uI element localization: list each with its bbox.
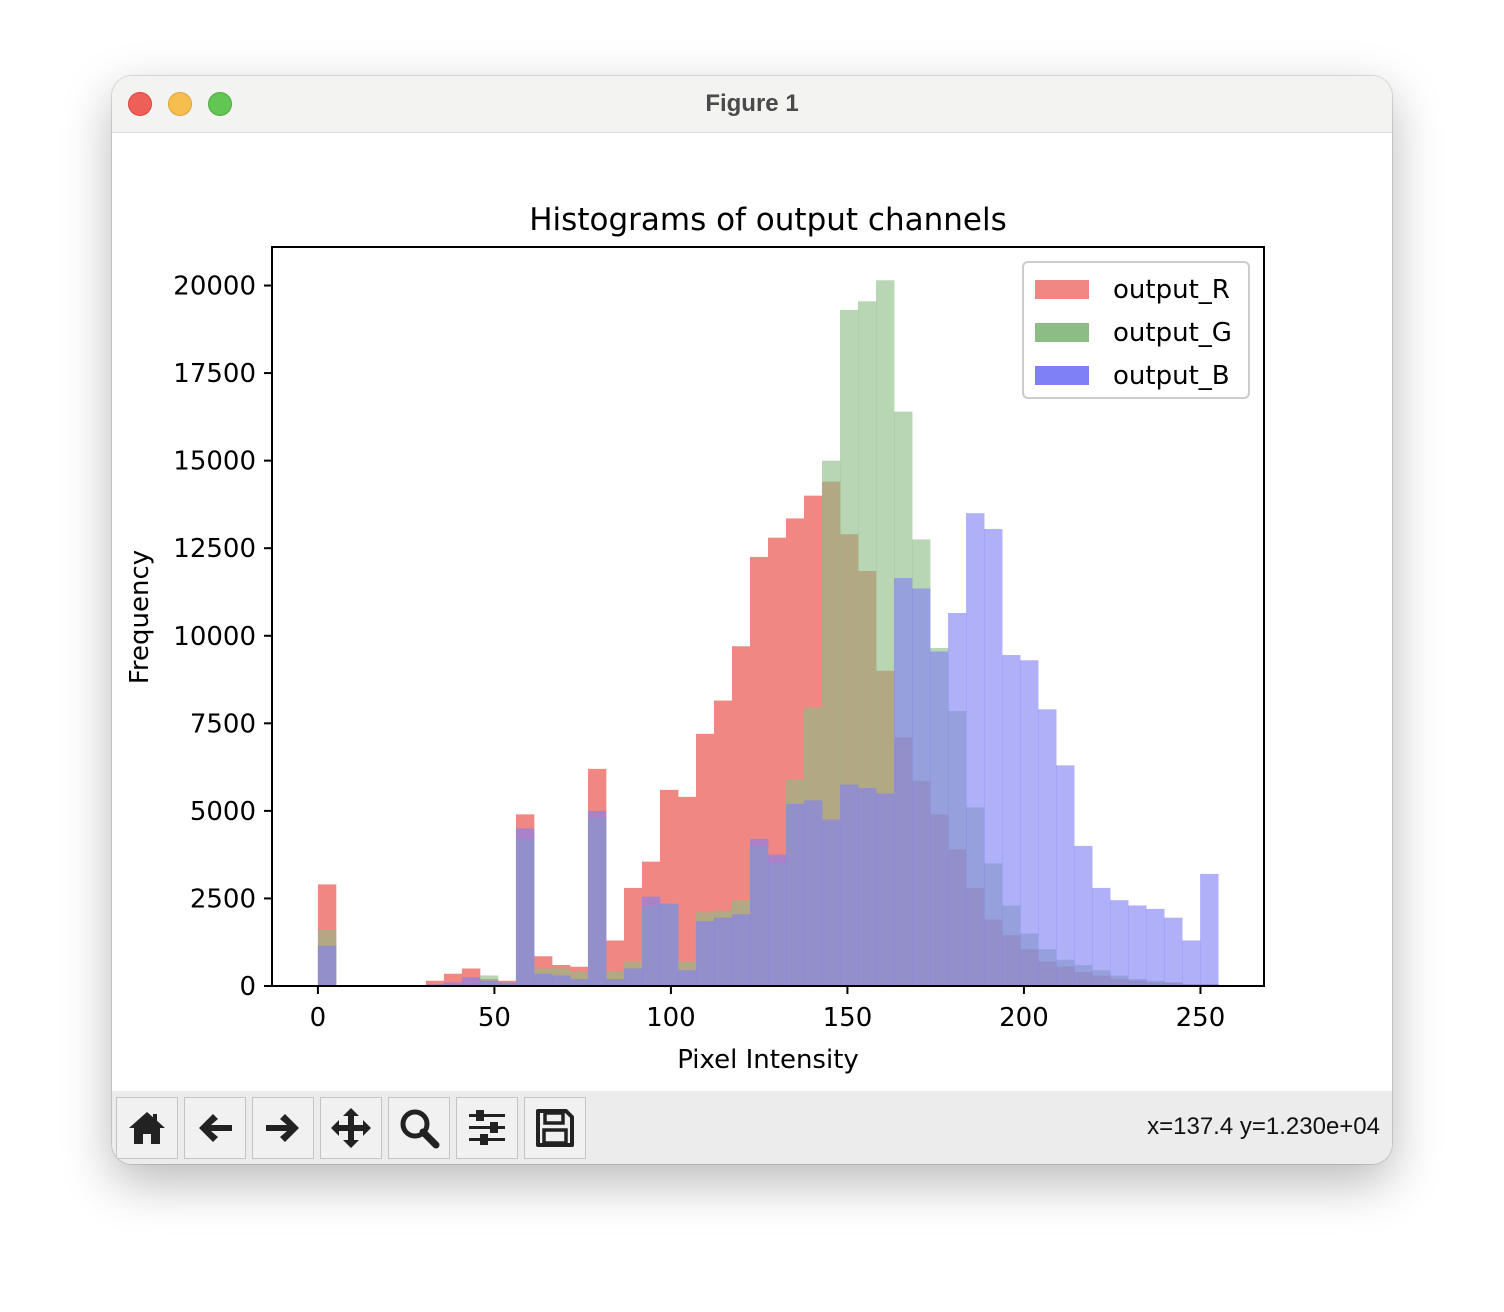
bar-output_B-47 — [1164, 917, 1183, 986]
bar-output_B-17 — [623, 968, 643, 986]
bar-output_B-16 — [605, 978, 625, 986]
bar-output_B-13 — [551, 975, 571, 986]
save-button[interactable] — [524, 1097, 586, 1159]
bar-output_B-25 — [768, 854, 787, 986]
bar-output_B-19 — [659, 903, 679, 986]
bar-output_B-45 — [1128, 905, 1147, 986]
bar-output_B-20 — [677, 970, 697, 986]
bar-output_R-6 — [425, 980, 445, 986]
bar-output_B-33 — [912, 588, 931, 986]
bar-output_B-23 — [731, 914, 751, 986]
bar-output_B-34 — [930, 651, 949, 986]
y-tick-label: 2500 — [190, 884, 256, 914]
y-tick-label: 7500 — [190, 709, 256, 739]
legend-label-output_G: output_G — [1113, 318, 1232, 348]
title-bar[interactable]: Figure 1 — [112, 76, 1392, 133]
y-tick-label: 0 — [239, 972, 256, 1002]
bar-output_B-35 — [948, 612, 967, 986]
legend-label-output_B: output_B — [1113, 361, 1230, 391]
y-tick-label: 5000 — [190, 797, 256, 827]
bar-output_B-22 — [713, 917, 733, 986]
bar-output_B-26 — [786, 803, 805, 986]
bar-output_B-21 — [695, 921, 715, 986]
bar-output_B-8 — [461, 977, 481, 986]
save-floppy-icon — [536, 1109, 574, 1147]
minimize-window-button[interactable] — [168, 92, 192, 116]
bar-output_B-41 — [1056, 765, 1075, 986]
x-tick-label: 0 — [310, 1003, 327, 1033]
bar-output_B-48 — [1182, 940, 1201, 986]
y-tick-label: 17500 — [173, 359, 256, 389]
bar-output_B-28 — [822, 819, 841, 986]
legend-swatch-output_G — [1035, 323, 1089, 342]
x-tick-label: 50 — [478, 1003, 511, 1033]
forward-button[interactable] — [252, 1097, 314, 1159]
forward-arrow-icon — [266, 1114, 299, 1142]
zoom-button[interactable] — [388, 1097, 450, 1159]
y-tick-label: 12500 — [173, 534, 256, 564]
bar-output_B-0 — [317, 945, 337, 986]
bar-output_B-18 — [641, 896, 661, 986]
bar-output_B-36 — [966, 513, 985, 986]
x-tick-label: 250 — [1176, 1003, 1226, 1033]
bar-output_B-30 — [858, 788, 877, 986]
legend-swatch-output_R — [1035, 280, 1089, 299]
legend-label-output_R: output_R — [1113, 275, 1230, 305]
figure-window: Figure 1 0 50 100 150 200 250 0 2500 5000 7500 10… — [112, 76, 1392, 1164]
window-title: Figure 1 — [705, 90, 799, 117]
y-tick-label: 15000 — [173, 447, 256, 477]
y-tick-label: 20000 — [173, 272, 256, 302]
bar-output_B-46 — [1146, 908, 1165, 986]
bar-output_B-9 — [479, 980, 499, 986]
home-icon — [129, 1112, 165, 1144]
bar-output_B-31 — [876, 793, 895, 986]
bar-output_B-10 — [497, 982, 517, 986]
x-tick-label: 200 — [999, 1003, 1049, 1033]
bar-output_B-15 — [587, 810, 607, 986]
bar-output_B-43 — [1092, 887, 1111, 986]
configure-subplots-icon — [469, 1110, 505, 1145]
bar-output_B-37 — [984, 528, 1003, 986]
y-tick-label: 10000 — [173, 622, 256, 652]
maximize-window-button[interactable] — [208, 92, 232, 116]
bar-output_B-49 — [1200, 873, 1219, 986]
bar-output_R-20 — [677, 796, 697, 986]
cursor-coordinates: x=137.4 y=1.230e+04 — [1147, 1113, 1380, 1140]
pan-button[interactable] — [320, 1097, 382, 1159]
close-window-button[interactable] — [128, 92, 152, 116]
axes-frame — [271, 246, 1265, 987]
bar-output_B-27 — [804, 800, 823, 986]
bar-output_B-38 — [1002, 655, 1021, 986]
back-button[interactable] — [184, 1097, 246, 1159]
configure-subplots-button[interactable] — [456, 1097, 518, 1159]
figure-canvas[interactable]: 0 50 100 150 200 250 0 2500 5000 7500 10000 12500 1… — [112, 133, 1392, 1091]
bar-output_B-29 — [840, 784, 859, 986]
bar-output_B-39 — [1020, 660, 1039, 986]
bar-output_B-12 — [533, 973, 553, 986]
bar-output_B-14 — [569, 978, 589, 986]
back-arrow-icon — [199, 1114, 232, 1142]
x-tick-label: 150 — [823, 1003, 873, 1033]
pan-move-icon — [331, 1108, 371, 1148]
legend-swatch-output_B — [1035, 366, 1089, 385]
x-axis-label: Pixel Intensity — [677, 1045, 859, 1075]
navigation-toolbar: x=137.4 y=1.230e+04 — [112, 1091, 1392, 1164]
y-axis-label: Frequency — [125, 550, 155, 684]
bar-output_B-7 — [443, 982, 463, 986]
bar-output_B-11 — [515, 828, 535, 986]
chart-title: Histograms of output channels — [529, 202, 1006, 238]
legend: output_R output_G output_B — [1022, 261, 1250, 399]
home-button[interactable] — [116, 1097, 178, 1159]
bar-output_B-42 — [1074, 845, 1093, 986]
histogram-chart: 0 50 100 150 200 250 0 2500 5000 7500 10000 12500 1… — [125, 202, 1265, 1075]
bar-output_B-44 — [1110, 900, 1129, 986]
bar-output_B-32 — [894, 577, 913, 986]
x-tick-label: 100 — [646, 1003, 696, 1033]
bar-output_B-24 — [749, 838, 769, 986]
bar-output_B-40 — [1038, 709, 1057, 986]
zoom-magnifier-icon — [400, 1109, 440, 1149]
